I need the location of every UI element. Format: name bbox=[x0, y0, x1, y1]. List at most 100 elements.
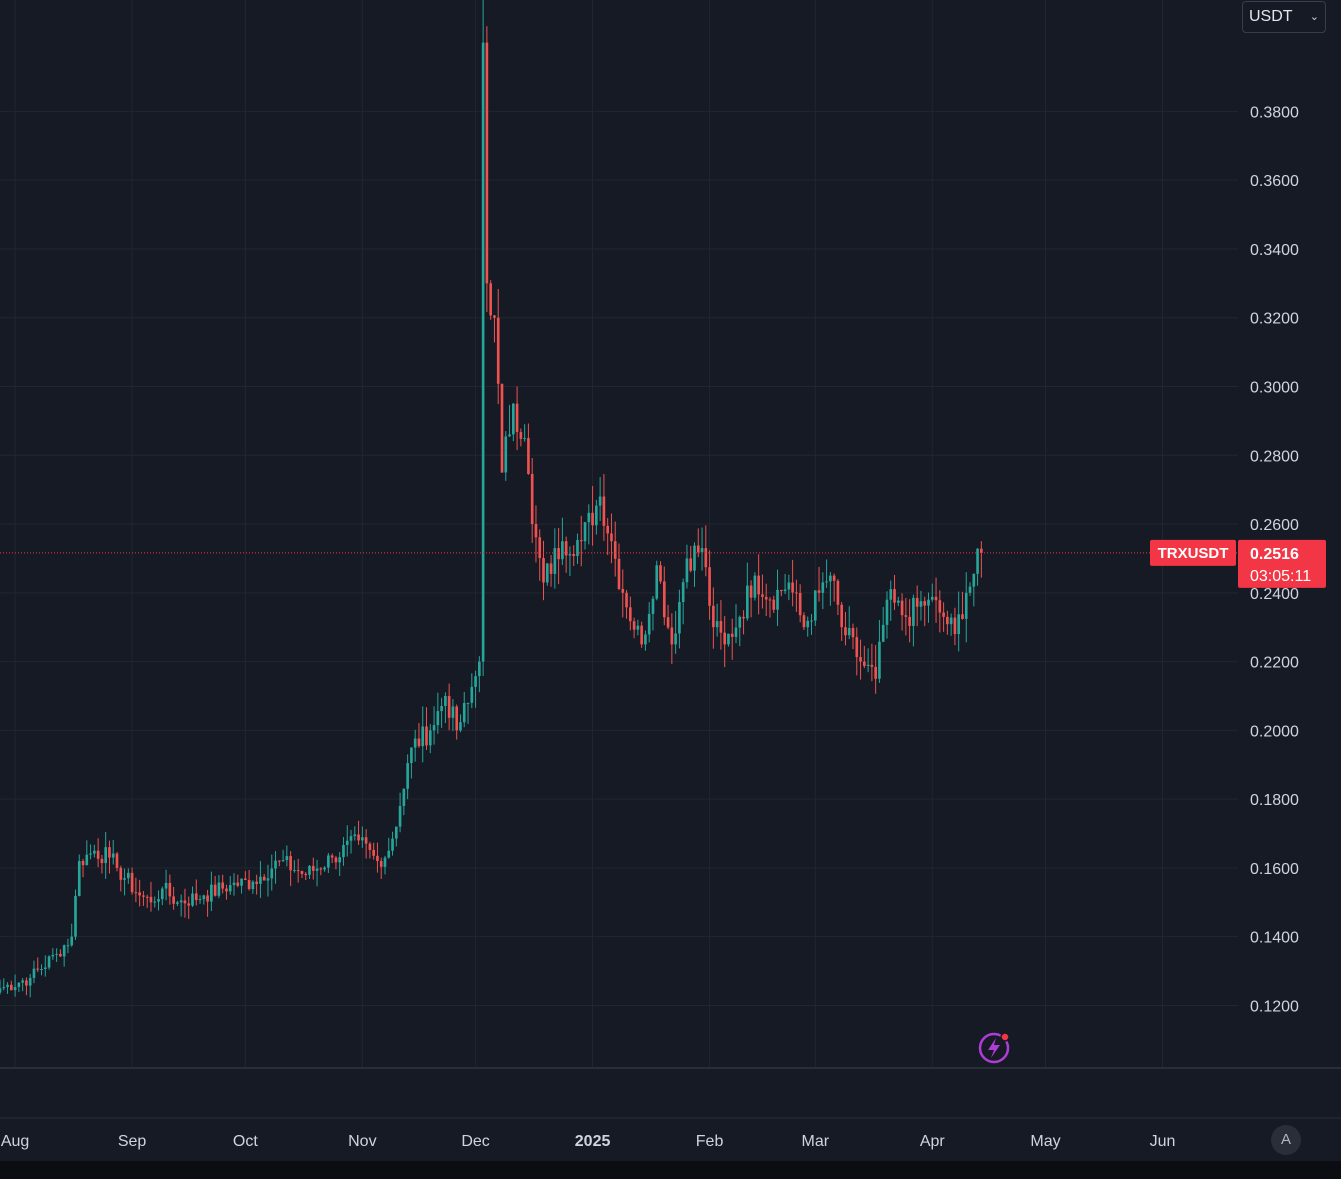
currency-select[interactable]: USDT ⌄ bbox=[1242, 1, 1326, 33]
candle-body bbox=[270, 868, 274, 879]
candle-body bbox=[244, 878, 247, 880]
candle-body bbox=[866, 664, 870, 666]
candle-body bbox=[508, 434, 511, 437]
candle-body bbox=[493, 315, 496, 318]
candle-body bbox=[915, 597, 919, 607]
candle-body bbox=[304, 874, 308, 876]
candle-body bbox=[953, 617, 957, 635]
candle-body bbox=[198, 899, 202, 901]
candle-body bbox=[851, 628, 855, 638]
time-tick-label: Oct bbox=[233, 1133, 258, 1150]
candle-body bbox=[183, 900, 187, 904]
candle-body bbox=[666, 617, 670, 628]
candle-body bbox=[810, 620, 813, 622]
candle-body bbox=[466, 702, 470, 704]
candle-body bbox=[17, 982, 21, 987]
candle-body bbox=[878, 641, 881, 679]
candle-body bbox=[202, 895, 206, 900]
price-axis[interactable]: 0.1200 0.1400 0.1600 0.1800 0.2000 0.2200 0.24… bbox=[1250, 104, 1299, 1015]
candle-body bbox=[727, 633, 730, 645]
bottom-bar bbox=[0, 1161, 1341, 1179]
candle-body bbox=[798, 592, 802, 616]
candle-body bbox=[742, 616, 745, 619]
candle-body bbox=[127, 872, 130, 879]
price-tick-label: 0.3400 bbox=[1250, 242, 1299, 259]
time-tick-label: Mar bbox=[801, 1133, 829, 1150]
candle-body bbox=[821, 582, 825, 593]
candle-body bbox=[145, 896, 149, 898]
candle-body bbox=[89, 853, 92, 855]
candle-body bbox=[806, 620, 810, 628]
candle-body bbox=[77, 861, 81, 896]
candle-body bbox=[685, 558, 689, 583]
candle-body bbox=[289, 856, 292, 871]
candle-body bbox=[734, 627, 738, 637]
candle-body bbox=[674, 633, 677, 645]
candle-body bbox=[436, 711, 440, 726]
candle-body bbox=[210, 884, 213, 902]
candle-body bbox=[100, 858, 104, 864]
candle-body bbox=[625, 592, 628, 608]
candle-body bbox=[715, 621, 719, 628]
candle-body bbox=[519, 432, 523, 439]
candle-body bbox=[266, 878, 270, 881]
candle-body bbox=[417, 738, 421, 747]
candle-body bbox=[293, 870, 296, 872]
currency-select-value: USDT bbox=[1249, 8, 1293, 25]
candle-body bbox=[236, 882, 240, 886]
candle-body bbox=[70, 936, 74, 946]
price-tick-label: 0.2800 bbox=[1250, 448, 1299, 465]
time-tick-label: Jun bbox=[1150, 1133, 1176, 1150]
candle-body bbox=[783, 589, 787, 592]
candle-body bbox=[323, 867, 326, 870]
candle-body bbox=[678, 602, 681, 634]
candle-body bbox=[980, 548, 983, 553]
candle-body bbox=[976, 548, 979, 574]
candle-body bbox=[527, 438, 530, 474]
time-axis[interactable]: Aug Sep Oct Nov Dec 2025 Feb Mar Apr May Jun bbox=[1, 1133, 1176, 1150]
candle-body bbox=[66, 945, 70, 947]
candle-body bbox=[459, 722, 462, 731]
candle-body bbox=[610, 533, 613, 542]
candle-body bbox=[481, 42, 485, 662]
price-tag-background bbox=[1238, 539, 1326, 588]
candle-body bbox=[644, 634, 647, 645]
candle-body bbox=[761, 594, 764, 597]
candle-body bbox=[553, 548, 557, 574]
candle-body bbox=[968, 586, 972, 593]
candle-body bbox=[500, 383, 504, 473]
candle-body bbox=[844, 627, 847, 636]
candle-body bbox=[319, 868, 323, 870]
candle-body bbox=[511, 403, 515, 435]
candle-body bbox=[523, 438, 526, 440]
candle-body bbox=[10, 984, 13, 991]
candle-body bbox=[240, 878, 243, 886]
candle-body bbox=[817, 590, 821, 593]
candle-body bbox=[972, 573, 976, 587]
price-tick-label: 0.2600 bbox=[1250, 517, 1299, 534]
candle-body bbox=[74, 895, 77, 937]
candle-body bbox=[2, 987, 6, 989]
auto-scale-button[interactable]: A bbox=[1271, 1125, 1301, 1155]
price-tick-label: 0.2200 bbox=[1250, 655, 1299, 672]
candle-body bbox=[28, 977, 32, 986]
candle-body bbox=[327, 855, 330, 868]
candle-body bbox=[36, 968, 40, 970]
candle-body bbox=[176, 902, 179, 904]
grid-lines bbox=[0, 0, 1238, 1067]
candle-body bbox=[59, 953, 62, 957]
candle-body bbox=[561, 541, 564, 560]
candle-body bbox=[670, 627, 674, 645]
candle-body bbox=[149, 896, 153, 903]
candle-body bbox=[55, 953, 58, 955]
candle-body bbox=[885, 599, 889, 625]
candle-body bbox=[613, 541, 617, 559]
candle-body bbox=[776, 589, 779, 610]
candle-body bbox=[93, 850, 96, 854]
candle-body bbox=[440, 705, 443, 712]
candle-body bbox=[764, 596, 768, 600]
lightning-alert-icon[interactable] bbox=[977, 1031, 1011, 1065]
candle-body bbox=[591, 512, 594, 526]
candle-body bbox=[749, 585, 753, 598]
